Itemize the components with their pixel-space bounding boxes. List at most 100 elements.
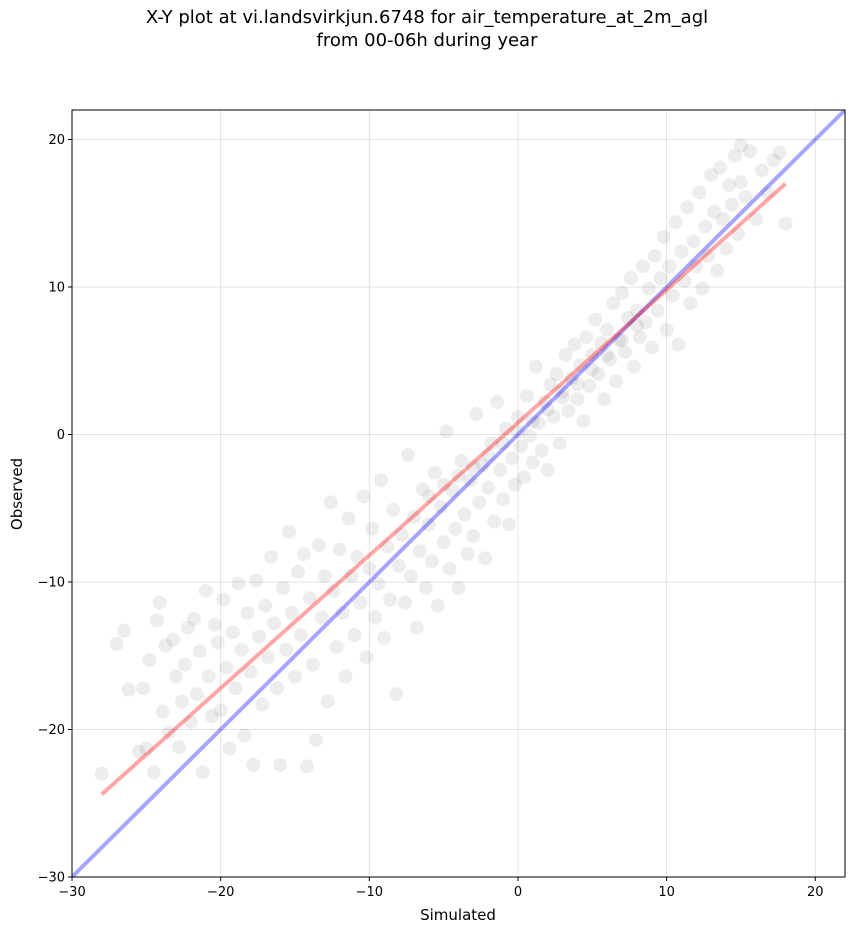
scatter-point [415, 482, 430, 497]
x-tick-label: −30 [58, 885, 85, 900]
scatter-point [374, 473, 389, 488]
scatter-point [505, 451, 520, 466]
x-axis-label: Simulated [420, 906, 496, 924]
scatter-point [778, 216, 793, 231]
scatter-point [282, 524, 297, 539]
scatter-point [177, 657, 192, 672]
scatter-point [287, 669, 302, 684]
scatter-point [689, 259, 704, 274]
scatter-point [760, 185, 775, 200]
scatter-point [499, 421, 514, 436]
scatter-point [252, 629, 267, 644]
scatter-point [481, 448, 496, 463]
scatter-point [510, 409, 525, 424]
scatter-point [641, 281, 656, 296]
scatter-point [543, 377, 558, 392]
scatter-point [442, 561, 457, 576]
scatter-point [472, 495, 487, 510]
identity-line [72, 110, 845, 877]
scatter-point [264, 549, 279, 564]
scatter-point [603, 352, 618, 367]
scatter-point [285, 605, 300, 620]
scatter-point [567, 337, 582, 352]
scatter-point [496, 436, 511, 451]
scatter-point [588, 312, 603, 327]
scatter-point [698, 219, 713, 234]
scatter-point [433, 499, 448, 514]
scatter-point [487, 514, 502, 529]
scatter-point [368, 610, 383, 625]
scatter-point [430, 598, 445, 613]
scatter-point [308, 732, 323, 747]
grid-layer [72, 110, 845, 877]
scatter-point [716, 212, 731, 227]
scatter-point [380, 539, 395, 554]
scatter-point [454, 454, 469, 469]
scatter-point [317, 569, 332, 584]
scatter-point [359, 650, 374, 665]
scatter-point [537, 395, 552, 410]
scatter-point [326, 583, 341, 598]
scatter-point [600, 322, 615, 337]
scatter-point [293, 628, 308, 643]
scatter-point [626, 359, 641, 374]
scatter-point [207, 617, 222, 632]
scatter-point [204, 709, 219, 724]
scatter-point [540, 462, 555, 477]
scatter-point [683, 296, 698, 311]
scatter-point [606, 296, 621, 311]
scatter-point [180, 620, 195, 635]
scatter-point [276, 580, 291, 595]
scatter-point [347, 628, 362, 643]
scatter-point [463, 473, 478, 488]
scatter-point [172, 740, 187, 755]
scatter-point [213, 703, 228, 718]
chart-title: X-Y plot at vi.landsvirkjun.6748 for air… [145, 7, 709, 28]
scatter-point [158, 638, 173, 653]
scatter-point [335, 605, 350, 620]
scatter-point [733, 138, 748, 153]
scatter-point [332, 542, 347, 557]
scatter-point [146, 765, 161, 780]
scatter-point [94, 766, 109, 781]
scatter-point [186, 611, 201, 626]
scatter-point [540, 402, 555, 417]
scatter-point [362, 561, 377, 576]
y-tick-label: −20 [38, 723, 65, 738]
scatter-point [436, 477, 451, 492]
scatter-point [644, 340, 659, 355]
scatter-point [561, 403, 576, 418]
scatter-point [201, 669, 216, 684]
scatter-point [701, 249, 716, 264]
scatter-point [195, 765, 210, 780]
x-tick-label: 20 [807, 885, 824, 900]
scatter-point [341, 511, 356, 526]
scatter-point [192, 644, 207, 659]
scatter-point [558, 347, 573, 362]
scatter-point [615, 285, 630, 300]
scatter-point [353, 595, 368, 610]
scatter-point [766, 153, 781, 168]
scatter-point [161, 725, 176, 740]
scatter-point [237, 728, 252, 743]
scatter-point [121, 682, 136, 697]
scatter-point [629, 303, 644, 318]
scatter-point [377, 631, 392, 646]
y-tick-label: 0 [57, 428, 65, 443]
scatter-point [591, 367, 606, 382]
scatter-point [222, 741, 237, 756]
scatter-point [279, 642, 294, 657]
scatter-point [139, 741, 154, 756]
scatter-point [131, 744, 146, 759]
scatter-point [573, 358, 588, 373]
scatter-point [255, 697, 270, 712]
scatter-point [612, 333, 627, 348]
scatter-point [546, 409, 561, 424]
scatter-point [216, 592, 231, 607]
scatter-point [409, 620, 424, 635]
scatter-point [629, 318, 644, 333]
scatter-point [299, 759, 314, 774]
scatter-point [484, 436, 499, 451]
scatter-point [117, 623, 132, 638]
scatter-point [296, 546, 311, 561]
